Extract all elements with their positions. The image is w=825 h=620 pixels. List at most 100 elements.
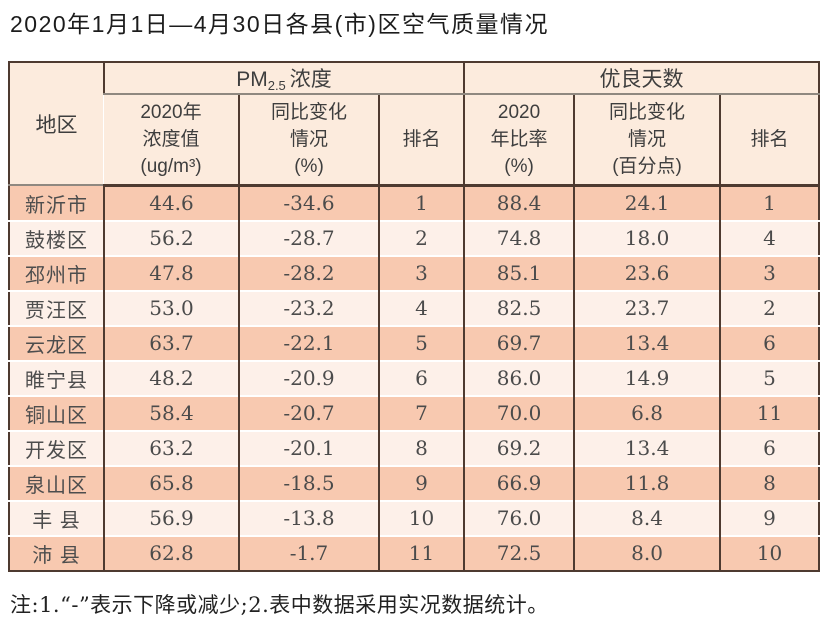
pm-rank-cell: 3 xyxy=(377,254,465,291)
pm-value-cell: 47.8 xyxy=(103,254,239,291)
good-ratio-header-unit: (%) xyxy=(504,155,534,177)
good-rank-cell: 2 xyxy=(719,289,820,326)
table-row: 开发区 63.2 -20.1 8 69.2 13.4 6 xyxy=(9,429,820,466)
good-ratio-cell: 86.0 xyxy=(463,359,575,396)
region-cell: 丰 县 xyxy=(9,499,104,536)
pm-rank-cell: 6 xyxy=(377,359,465,396)
good-change-cell: 13.4 xyxy=(573,324,721,361)
good-rank-cell: 1 xyxy=(719,185,820,221)
pm-change-cell: -34.6 xyxy=(238,185,379,221)
good-ratio-cell: 88.4 xyxy=(463,185,575,221)
pm-value-header-unit: (ug/m³) xyxy=(140,155,202,177)
table-row: 贾汪区 53.0 -23.2 4 82.5 23.7 2 xyxy=(9,289,820,326)
good-ratio-cell: 72.5 xyxy=(463,534,575,571)
pm-value-cell: 65.8 xyxy=(103,464,239,501)
good-rank-cell: 6 xyxy=(719,429,820,466)
good-change-cell: 13.4 xyxy=(573,429,721,466)
good-rank-cell: 5 xyxy=(719,359,820,396)
header-group-row: 地区 PM2.5 浓度 优良天数 xyxy=(9,61,820,187)
col-header-good-rank: 排名 xyxy=(719,93,820,187)
good-rank-cell: 9 xyxy=(719,499,820,536)
good-rank-cell: 8 xyxy=(719,464,820,501)
pm25-label-subscript: 2.5 xyxy=(267,77,286,93)
good-change-cell: 23.6 xyxy=(573,254,721,291)
pm-value-header-line1: 2020年 xyxy=(140,101,202,123)
good-ratio-cell: 66.9 xyxy=(463,464,575,501)
table-row: 新沂市 44.6 -34.6 1 88.4 24.1 1 xyxy=(9,185,820,221)
pm-change-header-line2: 情况 xyxy=(289,128,328,150)
col-header-pm-rank: 排名 xyxy=(377,93,465,187)
pm-rank-cell: 5 xyxy=(377,324,465,361)
pm-change-cell: -28.7 xyxy=(238,219,379,256)
pm-change-cell: -20.7 xyxy=(238,394,379,431)
col-header-region: 地区 xyxy=(9,61,104,187)
pm-change-cell: -23.2 xyxy=(238,289,379,326)
pm-value-cell: 48.2 xyxy=(103,359,239,396)
region-cell: 鼓楼区 xyxy=(9,219,104,256)
pm-rank-cell: 2 xyxy=(377,219,465,256)
table-row: 睢宁县 48.2 -20.9 6 86.0 14.9 5 xyxy=(9,359,820,396)
col-header-good-ratio: 2020 年比率 (%) xyxy=(463,93,575,187)
pm-value-header-line2: 浓度值 xyxy=(142,128,200,150)
header-sub-row: 2020年 浓度值 (ug/m³) 同比变化 情况 (%) 排名 2020 年比… xyxy=(9,93,820,187)
page-title: 2020年1月1日—4月30日各县(市)区空气质量情况 xyxy=(10,11,549,37)
table-row: 云龙区 63.7 -22.1 5 69.7 13.4 6 xyxy=(9,324,820,361)
good-change-cell: 11.8 xyxy=(573,464,721,501)
pm-rank-cell: 9 xyxy=(377,464,465,501)
pm-change-cell: -28.2 xyxy=(238,254,379,291)
pm-rank-cell: 1 xyxy=(377,185,465,221)
pm-change-cell: -20.1 xyxy=(238,429,379,466)
pm-rank-cell: 8 xyxy=(377,429,465,466)
table-header: 地区 PM2.5 浓度 优良天数 2020年 浓度值 (ug/m³) 同比变化 情… xyxy=(9,61,820,187)
good-change-cell: 8.4 xyxy=(573,499,721,536)
good-ratio-cell: 74.8 xyxy=(463,219,575,256)
table-row: 邳州市 47.8 -28.2 3 85.1 23.6 3 xyxy=(9,254,820,291)
pm-change-cell: -1.7 xyxy=(238,534,379,571)
table-row: 丰 县 56.9 -13.8 10 76.0 8.4 9 xyxy=(9,499,820,536)
pm-value-cell: 58.4 xyxy=(103,394,239,431)
good-ratio-header-line1: 2020 xyxy=(497,101,541,123)
good-ratio-cell: 85.1 xyxy=(463,254,575,291)
table-body: 新沂市 44.6 -34.6 1 88.4 24.1 1 鼓楼区 56.2 -2… xyxy=(9,185,820,571)
region-cell: 云龙区 xyxy=(9,324,104,361)
table-row: 泉山区 65.8 -18.5 9 66.9 11.8 8 xyxy=(9,464,820,501)
pm-value-cell: 53.0 xyxy=(103,289,239,326)
good-change-cell: 23.7 xyxy=(573,289,721,326)
pm-value-cell: 56.2 xyxy=(103,219,239,256)
pm25-label-prefix: PM xyxy=(236,67,268,91)
pm-rank-cell: 4 xyxy=(377,289,465,326)
air-quality-table: 地区 PM2.5 浓度 优良天数 2020年 浓度值 (ug/m³) 同比变化 情… xyxy=(8,60,821,572)
good-ratio-cell: 76.0 xyxy=(463,499,575,536)
good-rank-cell: 10 xyxy=(719,534,820,571)
pm-change-header-line1: 同比变化 xyxy=(270,101,347,123)
footnote: 注:1.“-”表示下降或减少;2.表中数据采用实况数据统计。 xyxy=(10,592,549,617)
col-group-pm25: PM2.5 浓度 xyxy=(102,61,465,95)
pm-change-cell: -18.5 xyxy=(238,464,379,501)
region-cell: 沛 县 xyxy=(9,534,104,571)
pm-value-cell: 62.8 xyxy=(103,534,239,571)
table-row: 沛 县 62.8 -1.7 11 72.5 8.0 10 xyxy=(9,534,820,571)
good-rank-cell: 3 xyxy=(719,254,820,291)
region-cell: 贾汪区 xyxy=(9,289,104,326)
good-rank-cell: 4 xyxy=(719,219,820,256)
col-header-good-change: 同比变化 情况 (百分点) xyxy=(573,93,721,187)
region-cell: 铜山区 xyxy=(9,394,104,431)
region-cell: 开发区 xyxy=(9,429,104,466)
good-change-cell: 6.8 xyxy=(573,394,721,431)
good-ratio-header-line2: 年比率 xyxy=(490,128,548,150)
pm25-label-suffix: 浓度 xyxy=(289,67,332,91)
pm-rank-cell: 7 xyxy=(377,394,465,431)
pm-value-cell: 44.6 xyxy=(103,185,239,221)
pm-value-cell: 63.2 xyxy=(103,429,239,466)
table-row: 铜山区 58.4 -20.7 7 70.0 6.8 11 xyxy=(9,394,820,431)
table-row: 鼓楼区 56.2 -28.7 2 74.8 18.0 4 xyxy=(9,219,820,256)
good-change-cell: 24.1 xyxy=(573,185,721,221)
col-header-pm-value: 2020年 浓度值 (ug/m³) xyxy=(104,93,239,187)
good-ratio-cell: 82.5 xyxy=(463,289,575,326)
pm-rank-cell: 11 xyxy=(377,534,465,571)
good-rank-cell: 6 xyxy=(719,324,820,361)
region-cell: 新沂市 xyxy=(9,185,104,221)
pm-change-cell: -22.1 xyxy=(238,324,379,361)
pm-value-cell: 63.7 xyxy=(103,324,239,361)
